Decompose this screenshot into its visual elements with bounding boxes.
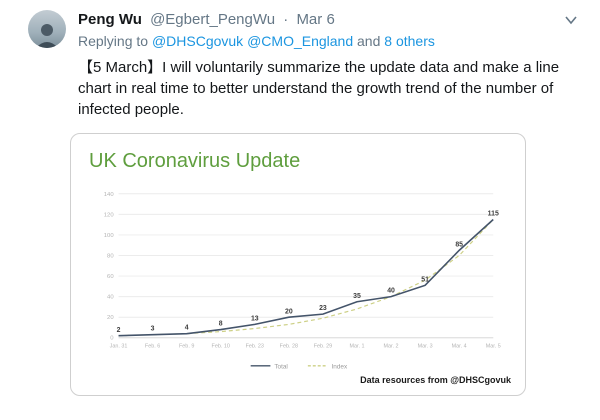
svg-text:3: 3 [151, 326, 155, 333]
svg-text:20: 20 [107, 315, 114, 321]
author-handle[interactable]: @Egbert_PengWu [150, 11, 276, 28]
chart-svg: 0 20 40 60 80 100 120 140 Jan. 31 Feb. 6 Feb. 9 Feb… [104, 192, 501, 371]
chart-card[interactable]: UK Coronavirus Update 0 20 40 60 80 100 120 140… [70, 133, 526, 397]
svg-text:Mar. 4: Mar. 4 [452, 344, 467, 350]
svg-text:20: 20 [285, 308, 293, 315]
svg-text:40: 40 [387, 288, 395, 295]
svg-text:Total: Total [274, 363, 287, 370]
tweet-header-text: Peng Wu @Egbert_PengWu · Mar 6 Replying … [78, 10, 435, 50]
tweet-body: 【5 March】I will voluntarily summarize th… [78, 59, 560, 118]
svg-text:Jan. 31: Jan. 31 [110, 344, 128, 350]
svg-text:85: 85 [455, 241, 463, 248]
svg-text:40: 40 [107, 295, 114, 301]
meta-separator: · [283, 11, 289, 28]
data-source-note: Data resources from @DHSCgovuk [360, 375, 511, 386]
svg-text:8: 8 [219, 321, 223, 328]
svg-text:0: 0 [110, 336, 114, 342]
svg-text:Feb. 9: Feb. 9 [179, 344, 194, 350]
person-icon [35, 24, 59, 48]
svg-text:Feb. 10: Feb. 10 [212, 344, 230, 350]
svg-text:4: 4 [185, 325, 189, 332]
svg-text:51: 51 [421, 276, 429, 283]
reply-others-link[interactable]: 8 others [384, 33, 435, 49]
reply-handle-cmo-england[interactable]: @CMO_England [247, 33, 354, 49]
svg-text:35: 35 [353, 293, 361, 300]
svg-text:100: 100 [104, 233, 115, 239]
avatar[interactable] [28, 10, 66, 48]
svg-text:Index: Index [332, 363, 348, 370]
tweet: Peng Wu @Egbert_PengWu · Mar 6 Replying … [28, 10, 582, 397]
name-line: Peng Wu @Egbert_PengWu · Mar 6 [78, 10, 435, 29]
svg-text:Mar. 2: Mar. 2 [384, 344, 399, 350]
svg-text:80: 80 [107, 253, 114, 259]
svg-text:140: 140 [104, 192, 115, 198]
svg-text:115: 115 [488, 211, 499, 218]
chevron-down-icon[interactable] [560, 10, 582, 32]
svg-text:13: 13 [251, 315, 259, 322]
svg-text:Feb. 29: Feb. 29 [314, 344, 332, 350]
svg-text:60: 60 [107, 274, 114, 280]
and-label: and [357, 33, 381, 49]
author-name[interactable]: Peng Wu [78, 11, 142, 28]
svg-text:2: 2 [117, 327, 121, 334]
replying-to-label: Replying to [78, 33, 149, 49]
svg-text:Feb. 23: Feb. 23 [246, 344, 264, 350]
svg-text:Mar. 1: Mar. 1 [349, 344, 364, 350]
chart-title: UK Coronavirus Update [89, 150, 301, 172]
svg-text:Mar. 5: Mar. 5 [486, 344, 501, 350]
reply-line: Replying to @DHSCgovuk @CMO_England and … [78, 32, 435, 50]
tweet-header: Peng Wu @Egbert_PengWu · Mar 6 Replying … [28, 10, 582, 50]
svg-text:120: 120 [104, 212, 115, 218]
tweet-date[interactable]: Mar 6 [296, 11, 335, 28]
reply-handle-dhscgovuk[interactable]: @DHSCgovuk [151, 33, 244, 49]
svg-text:Mar. 3: Mar. 3 [418, 344, 433, 350]
svg-text:23: 23 [319, 305, 327, 312]
svg-text:Feb. 28: Feb. 28 [280, 344, 298, 350]
svg-text:Feb. 6: Feb. 6 [145, 344, 160, 350]
line-chart: 0 20 40 60 80 100 120 140 Jan. 31 Feb. 6 Feb. 9 Feb… [85, 180, 511, 373]
